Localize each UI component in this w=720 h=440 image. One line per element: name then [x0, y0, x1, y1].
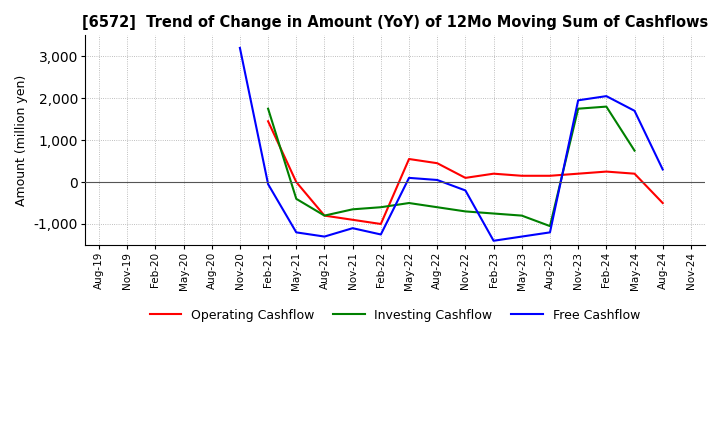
Title: [6572]  Trend of Change in Amount (YoY) of 12Mo Moving Sum of Cashflows: [6572] Trend of Change in Amount (YoY) o… [82, 15, 708, 30]
Legend: Operating Cashflow, Investing Cashflow, Free Cashflow: Operating Cashflow, Investing Cashflow, … [145, 304, 645, 327]
Y-axis label: Amount (million yen): Amount (million yen) [15, 74, 28, 206]
